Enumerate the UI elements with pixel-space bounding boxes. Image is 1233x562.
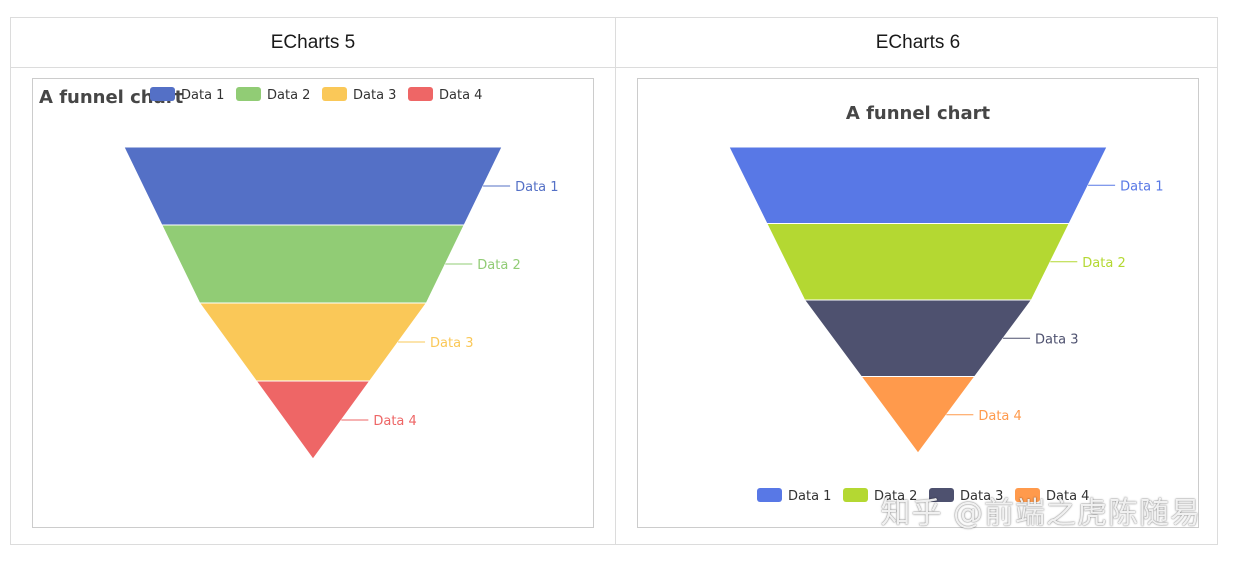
chart0-label-data-3: Data 3 xyxy=(430,336,473,351)
chart1-legend-item-data-4: Data 4 xyxy=(1015,488,1089,504)
chart0-title: A funnel chart xyxy=(39,87,184,108)
chart0-segment-data-2 xyxy=(161,224,465,304)
chart1-legend-label-data-4: Data 4 xyxy=(1046,489,1089,504)
chart0-legend-swatch-data-2 xyxy=(236,87,261,101)
watermark: 知乎 @前端之虎陈随易 xyxy=(880,496,1201,531)
chart0-label-data-4: Data 4 xyxy=(373,414,416,429)
chart1-segment-data-3 xyxy=(803,299,1033,377)
chart1-title: A funnel chart xyxy=(846,103,991,124)
header-divider xyxy=(11,67,1217,68)
comparison-table: ECharts 5 ECharts 6 xyxy=(10,17,1218,545)
chart-panel-echarts5: A funnel chart Data 1 Data 2 Data 3 Data 4 Da… xyxy=(32,78,594,528)
chart0-legend-item-data-3: Data 3 xyxy=(322,87,396,103)
chart1-label-data-1: Data 1 xyxy=(1120,179,1163,194)
chart0-legend-item-data-4: Data 4 xyxy=(408,87,482,103)
chart1-label-data-3: Data 3 xyxy=(1035,332,1078,347)
chart1-segment-data-1 xyxy=(728,146,1108,224)
chart1-legend-swatch-data-3 xyxy=(929,488,954,502)
chart0-legend-swatch-data-1 xyxy=(150,87,175,101)
funnel-chart-echarts6: A funnel chart Data 1 Data 2 Data 3 Data 4 Da… xyxy=(728,103,1164,504)
chart0-segment-data-1 xyxy=(123,146,503,226)
chart0-legend-item-data-2: Data 2 xyxy=(236,87,310,103)
chart0-legend-swatch-data-4 xyxy=(408,87,433,101)
chart1-label-data-4: Data 4 xyxy=(978,409,1021,424)
chart1-legend-label-data-2: Data 2 xyxy=(874,489,917,504)
chart0-legend-label-data-2: Data 2 xyxy=(267,88,310,103)
column-header-echarts5: ECharts 5 xyxy=(270,32,356,53)
chart0-segment-data-3 xyxy=(198,302,428,382)
column-divider xyxy=(615,18,616,544)
chart0-legend-label-data-3: Data 3 xyxy=(353,88,396,103)
chart1-legend-swatch-data-4 xyxy=(1015,488,1040,502)
chart0-legend-label-data-4: Data 4 xyxy=(439,88,482,103)
chart1-legend-item-data-3: Data 3 xyxy=(929,488,1003,504)
column-header-echarts6: ECharts 6 xyxy=(875,32,961,53)
chart0-label-data-2: Data 2 xyxy=(477,258,520,273)
chart1-legend-item-data-2: Data 2 xyxy=(843,488,917,504)
chart0-legend-label-data-1: Data 1 xyxy=(181,88,224,103)
chart1-legend-swatch-data-1 xyxy=(757,488,782,502)
chart1-segment-data-4 xyxy=(860,376,976,454)
chart-panel-echarts6: A funnel chart Data 1 Data 2 Data 3 Data 4 Da… xyxy=(637,78,1199,528)
chart0-legend-swatch-data-3 xyxy=(322,87,347,101)
chart0-legend-item-data-1: Data 1 xyxy=(150,87,224,103)
chart1-legend-label-data-3: Data 3 xyxy=(960,489,1003,504)
chart1-legend-swatch-data-2 xyxy=(843,488,868,502)
chart1-legend-label-data-1: Data 1 xyxy=(788,489,831,504)
chart1-legend-item-data-1: Data 1 xyxy=(757,488,831,504)
chart1-segment-data-2 xyxy=(765,223,1071,301)
chart0-label-data-1: Data 1 xyxy=(515,180,558,195)
chart1-label-data-2: Data 2 xyxy=(1082,256,1125,271)
